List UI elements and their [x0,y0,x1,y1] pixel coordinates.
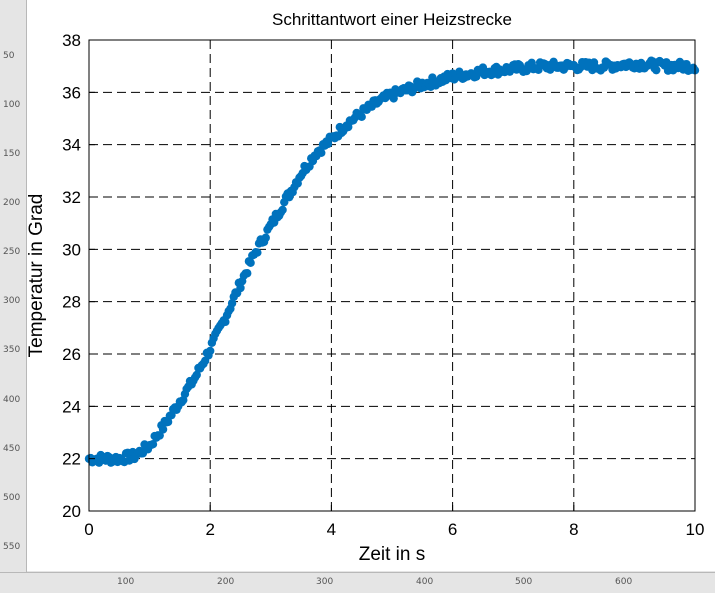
ruler-left-tick: 250 [3,247,21,257]
data-point [253,248,262,257]
data-point [206,346,215,356]
y-tick-label: 20 [62,502,81,521]
chart-svg: 0 2 4 6 8 1020222426283032343638Schrittantwor… [27,10,705,565]
ruler-bottom-tick: 200 [217,577,235,587]
data-point [278,205,287,215]
y-tick-label: 28 [62,293,81,312]
data-point [652,65,661,75]
x-tick-label: 0 [84,520,93,539]
ruler-left-tick: 100 [3,100,21,110]
data-point [158,425,168,434]
plot-area [89,40,695,511]
y-tick-label: 26 [62,345,81,364]
x-tick-label: 10 [686,520,705,539]
data-point [236,283,245,293]
axes-box [88,39,696,512]
x-axis-label: Zeit in s [359,544,426,565]
ruler-bottom-tick: 400 [416,577,434,587]
data-point [246,258,255,268]
data-point [192,370,201,380]
ruler-left-tick: 550 [3,542,21,552]
data-point [344,122,353,132]
vertical-pixel-ruler: 50 100 150 200 250 300 350 400 450 500 550 [0,0,27,592]
data-point [155,431,164,440]
ruler-left-tick: 350 [3,345,21,355]
data-point [148,439,158,449]
x-tick-label: 4 [327,520,336,539]
ruler-left-tick: 400 [3,395,21,405]
ruler-left-tick: 300 [3,296,21,306]
data-point [317,148,326,157]
ruler-bottom-tick: 500 [515,577,533,587]
ruler-left-tick: 500 [3,493,21,503]
figure-canvas: 0 2 4 6 8 10 20 22 24 26 28 30 32 34 36 38 Schrittantwor… [27,0,715,571]
ruler-bottom-tick: 100 [117,577,135,587]
y-tick-label: 34 [62,136,81,155]
y-tick-label: 30 [62,240,81,259]
x-tick-label: 8 [569,520,578,539]
x-tick-label: 2 [205,520,214,539]
x-tick-label: 6 [448,520,457,539]
data-point [323,139,333,149]
data-point [243,269,252,278]
ruler-left-tick: 50 [3,51,15,61]
y-axis-label: Temperatur in Grad [27,194,47,358]
ruler-bottom-tick: 300 [316,577,334,587]
horizontal-pixel-ruler: 100 200 300 400 500 600 [0,572,715,593]
y-tick-label: 36 [62,83,81,102]
ruler-bottom-tick: 600 [615,577,633,587]
ruler-left-tick: 450 [3,444,21,454]
data-point [221,317,230,327]
y-tick-label: 32 [62,188,81,207]
y-tick-label: 22 [62,450,81,469]
y-tick-label: 24 [62,397,81,416]
y-tick-label: 38 [62,31,81,50]
data-point [357,112,366,122]
data-point [261,233,270,242]
data-point [227,299,237,308]
ruler-left-tick: 200 [3,198,21,208]
ruler-left-tick: 150 [3,149,21,159]
chart-title: Schrittantwort einer Heizstrecke [272,10,512,29]
